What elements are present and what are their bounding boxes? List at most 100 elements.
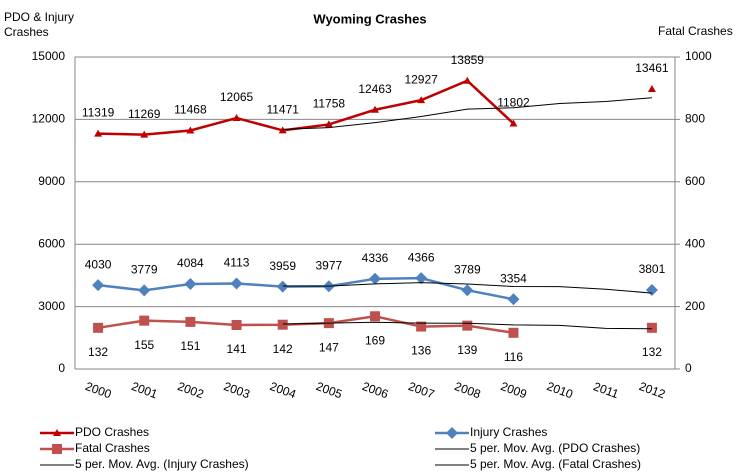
marker [52,444,62,454]
y-tick-label: 15000 [32,49,66,63]
marker [277,319,288,330]
marker [231,320,242,331]
data-label: 4113 [224,256,250,270]
x-tick-label: 2011 [592,379,621,401]
data-label: 12463 [358,82,392,96]
data-label: 132 [88,345,108,359]
series-line [282,282,652,294]
data-label: 3977 [315,258,342,272]
marker [276,280,289,293]
data-label: 139 [457,343,477,357]
x-tick-label: 2006 [360,379,390,401]
data-label: 11468 [174,103,207,117]
marker [371,105,379,113]
marker [509,119,518,127]
legend-label: 5 per. Mov. Avg. (Injury Crashes) [75,457,249,471]
data-label: 4336 [362,251,389,265]
x-tick-label: 2010 [545,379,575,401]
marker [370,311,380,322]
marker [417,96,426,104]
marker [53,429,61,436]
series-line [282,321,652,330]
marker [278,126,287,134]
data-label: 4084 [177,256,204,270]
marker [446,427,458,439]
legend-label: Fatal Crashes [75,441,150,455]
marker [415,272,428,285]
marker [462,320,473,331]
data-label: 4030 [85,257,112,271]
data-label: 3801 [639,262,666,276]
series-line [282,97,652,130]
data-label: 142 [273,342,293,356]
marker [324,120,333,128]
x-tick-label: 2008 [453,379,483,401]
marker [186,126,195,134]
y2-tick-label: 1000 [685,49,712,63]
y2-tick-label: 400 [685,236,705,250]
data-label: 11802 [497,96,530,110]
marker [184,278,197,291]
marker [646,322,657,333]
data-label: 136 [411,344,431,358]
legend-label: 5 per. Mov. Avg. (Fatal Crashes) [470,457,641,471]
marker [93,322,104,333]
legend-label: 5 per. Mov. Avg. (PDO Crashes) [470,441,640,455]
data-label: 12927 [404,72,438,86]
chart-title: Wyoming Crashes [313,11,426,26]
data-label: 132 [642,345,662,359]
y-tick-label: 6000 [38,236,65,250]
legend-label: Injury Crashes [470,425,547,439]
data-label: 11269 [128,107,161,121]
data-label: 3789 [454,262,481,276]
x-tick-label: 2007 [406,379,436,401]
y2-axis-title: Fatal Crashes [658,24,733,38]
y2-tick-label: 800 [685,112,705,126]
marker [645,283,658,296]
marker [94,129,103,137]
x-tick-label: 2003 [222,379,252,401]
data-label: 11758 [313,97,346,111]
x-tick-label: 2004 [268,379,298,401]
marker [92,279,105,292]
data-label: 13461 [635,61,669,75]
data-label: 155 [134,338,154,352]
x-tick-label: 2000 [83,379,113,401]
data-label: 13859 [451,53,485,67]
y2-tick-label: 600 [685,174,705,188]
y-tick-label: 9000 [38,174,65,188]
x-tick-label: 2001 [130,379,160,401]
data-label: 141 [227,342,247,356]
marker [139,315,150,326]
x-tick-label: 2002 [176,379,206,401]
data-label: 147 [319,340,339,354]
marker [232,114,241,122]
y2-tick-label: 0 [685,361,692,375]
marker [463,76,472,84]
data-label: 11471 [266,103,299,117]
legend-label: PDO Crashes [75,425,149,439]
marker [461,284,474,297]
x-tick-label: 2009 [499,379,529,401]
y-axis-title: PDO & Injury Crashes [4,10,75,39]
marker [416,321,427,332]
x-tick-label: 2005 [314,379,344,401]
marker [369,272,381,285]
marker [138,284,151,297]
y-tick-label: 0 [58,361,65,375]
marker [647,85,656,93]
marker [507,293,520,306]
data-label: 151 [180,339,200,353]
data-label: 3779 [131,263,158,277]
data-label: 3354 [500,271,527,285]
marker [508,327,519,338]
y2-tick-label: 200 [685,299,705,313]
data-label: 116 [504,350,523,364]
data-label: 3959 [269,259,296,273]
y-tick-label: 3000 [38,299,65,313]
data-label: 12065 [220,90,254,104]
data-label: 169 [365,333,385,347]
x-tick-label: 2012 [637,379,667,401]
